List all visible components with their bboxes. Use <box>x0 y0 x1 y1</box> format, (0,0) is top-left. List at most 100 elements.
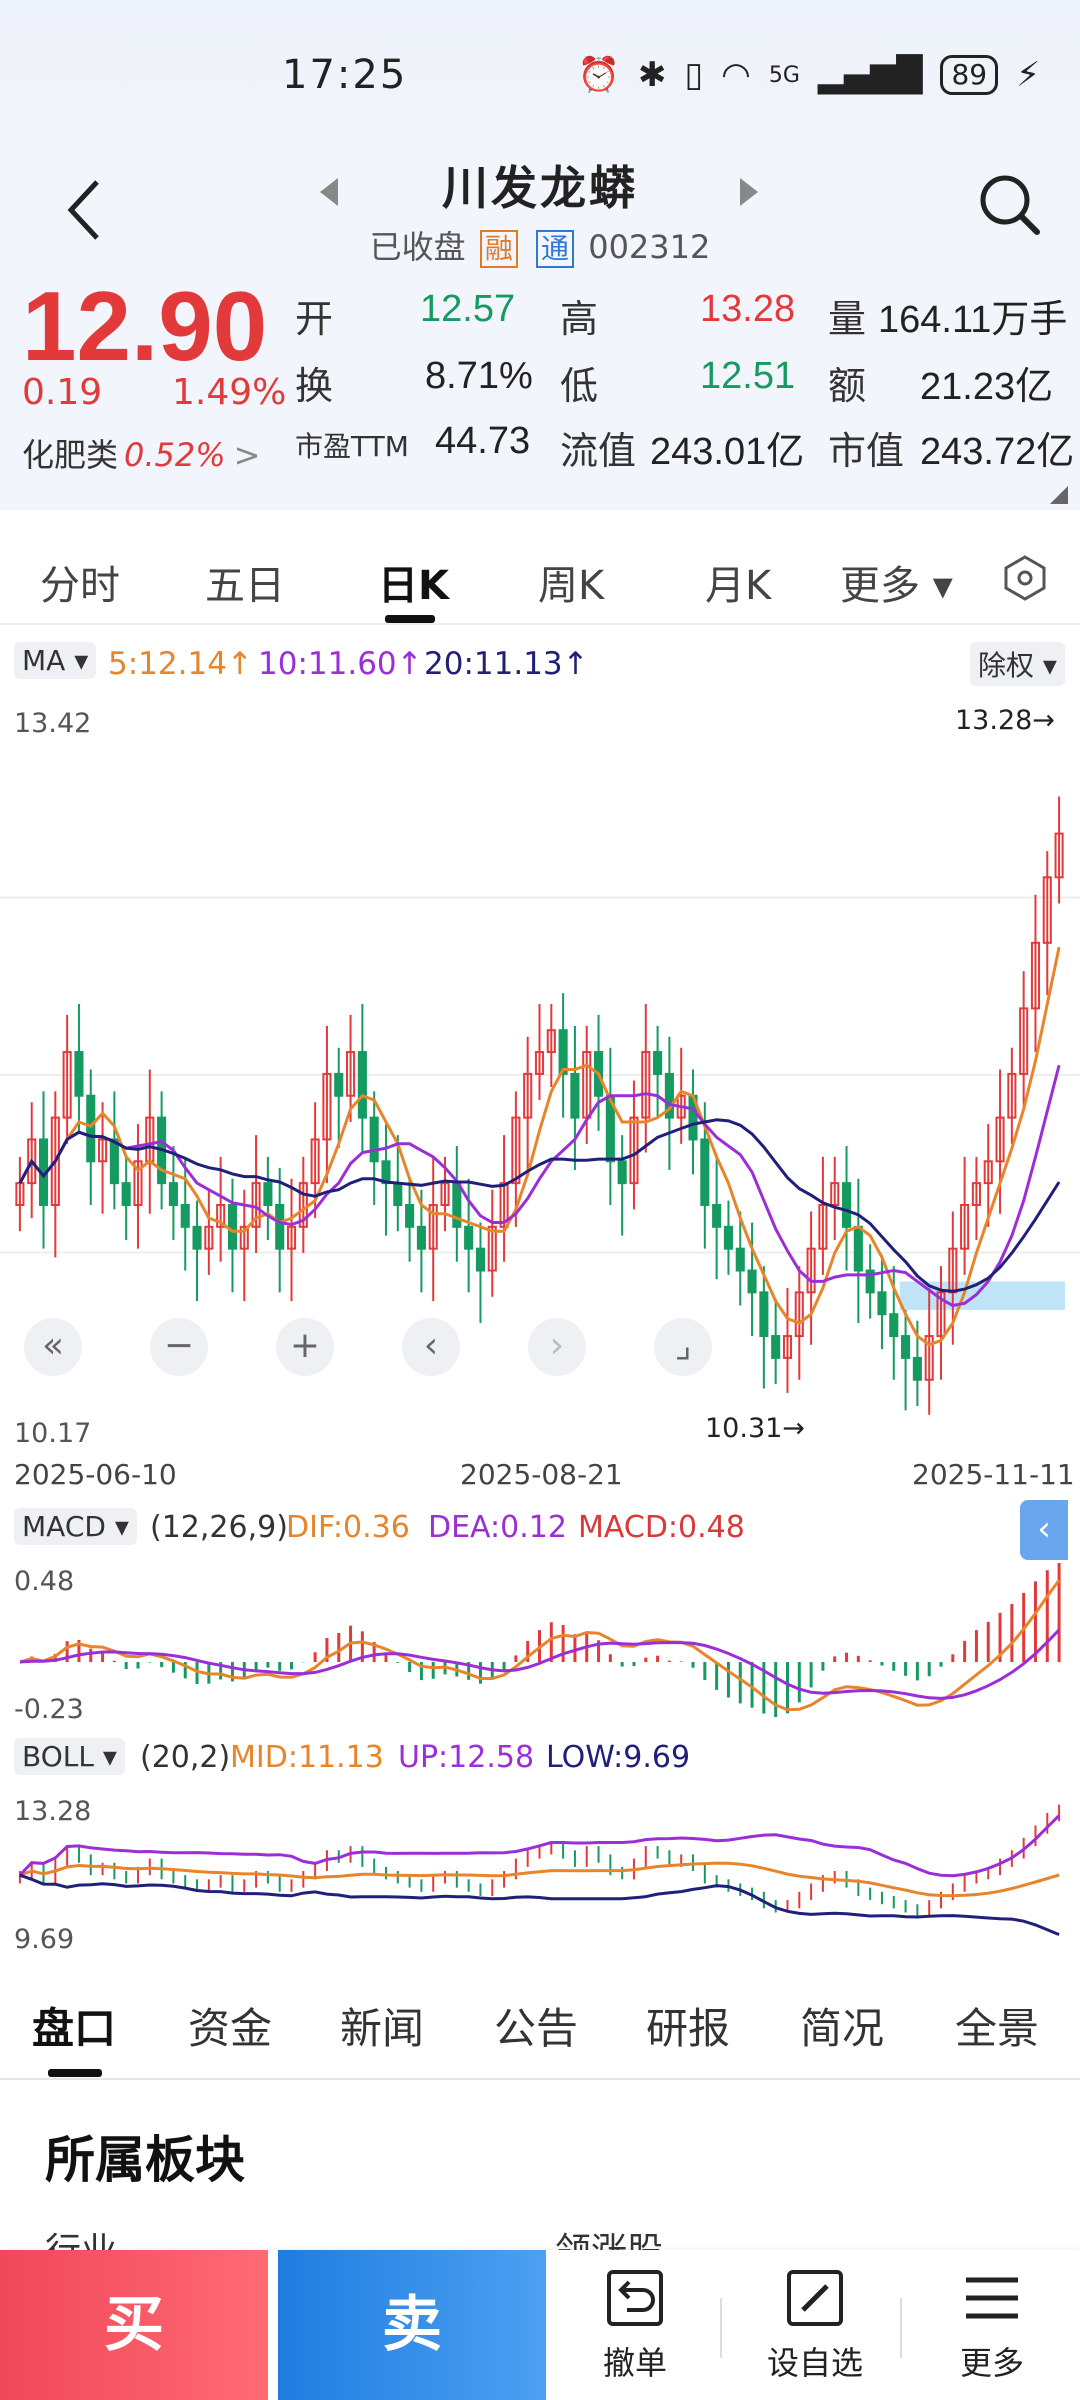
candle-body <box>1042 876 1052 944</box>
boll-selector[interactable]: BOLL ▾ <box>14 1738 125 1775</box>
candle-body <box>428 1203 438 1250</box>
charging-icon: ⚡ <box>1016 55 1040 95</box>
candle-body <box>369 1116 379 1163</box>
period-tabs: 分时 五日 日K 周K 月K 更多 ▾ <box>0 525 1080 625</box>
chevron-right-icon[interactable]: › <box>528 1318 586 1376</box>
settings-hexagon-icon[interactable] <box>1000 553 1050 603</box>
dif-line <box>19 1579 1061 1712</box>
zoom-out-icon[interactable]: − <box>150 1318 208 1376</box>
macd-axis-max: 0.48 <box>14 1566 75 1597</box>
tab-more[interactable]: 更多 ▾ <box>840 563 953 609</box>
candle-body <box>723 1225 733 1250</box>
boll-up-line <box>18 1814 1061 1878</box>
buy-button[interactable]: 买 <box>0 2250 268 2400</box>
tab-weekly-k[interactable]: 周K <box>538 563 605 609</box>
ma-legend: MA ▾ 5:12.14↑ 10:11.60↑ 20:11.13↑ 除权 ▾ <box>0 640 1080 690</box>
back-icon[interactable] <box>55 170 115 250</box>
volume-label: 量 <box>828 297 867 341</box>
candle-body <box>109 1138 119 1185</box>
macd-dif: DIF:0.36 <box>286 1510 410 1545</box>
rewind-icon[interactable]: « <box>24 1318 82 1376</box>
candle-body <box>794 1291 804 1338</box>
more-label: 更多 <box>959 2344 1024 2382</box>
market-status: 已收盘 <box>369 228 466 266</box>
fullscreen-icon[interactable]: ⌟ <box>654 1318 712 1376</box>
amount-value: 21.23亿 <box>920 366 1054 408</box>
connect-tag: 通 <box>536 230 575 268</box>
chevron-left-icon[interactable]: ‹ <box>402 1318 460 1376</box>
low-label: 低 <box>560 364 599 408</box>
more-button[interactable]: 更多 <box>922 2268 1062 2384</box>
macd-params: (12,26,9) <box>150 1510 288 1545</box>
add-watchlist-button[interactable]: 设自选 <box>745 2268 885 2384</box>
tab-overview[interactable]: 全景 <box>955 2004 1040 2053</box>
tab-monthly-k[interactable]: 月K <box>705 563 772 609</box>
candle-body <box>641 1051 651 1119</box>
candle-body <box>204 1225 214 1250</box>
tab-daily-k[interactable]: 日K <box>378 563 449 609</box>
sector-link[interactable]: 化肥类 0.52% > <box>22 430 260 476</box>
candle-body <box>27 1138 37 1185</box>
boll-chart[interactable] <box>0 1785 1080 1955</box>
candle-body <box>1007 1072 1017 1119</box>
price-change: 0.19 <box>22 372 103 413</box>
price-change-pct: 1.49% <box>172 372 287 413</box>
candle-body <box>523 1072 533 1119</box>
tab-news[interactable]: 新闻 <box>340 2004 425 2053</box>
adjust-selector[interactable]: 除权 ▾ <box>970 642 1065 686</box>
candle-body <box>771 1335 781 1359</box>
candle-body <box>62 1051 72 1119</box>
candle-body <box>818 1203 828 1250</box>
candle-body <box>322 1072 332 1141</box>
date-end: 2025-11-11 <box>912 1458 1075 1491</box>
adjust-label: 除权 <box>978 649 1035 682</box>
status-bar: 17:25 ⏰ ✱ ▯ ◠ 5G ▂▄▆█ 89 ⚡ <box>0 0 1080 150</box>
date-mid: 2025-08-21 <box>460 1458 623 1491</box>
candle-body <box>830 1182 840 1206</box>
search-icon[interactable] <box>975 170 1045 240</box>
float-cap-value: 243.01亿 <box>650 431 805 473</box>
expand-corner-icon[interactable] <box>1050 486 1068 504</box>
candle-body <box>98 1138 108 1163</box>
candle-body <box>180 1203 190 1228</box>
boll-low: LOW:9.69 <box>546 1740 691 1775</box>
ma-selector[interactable]: MA ▾ <box>14 642 97 679</box>
collapse-panel-icon[interactable]: ‹ <box>1020 1500 1068 1560</box>
next-stock-icon[interactable] <box>740 178 758 206</box>
candle-body <box>275 1203 285 1250</box>
candle-body <box>263 1182 273 1206</box>
macd-selector[interactable]: MACD ▾ <box>14 1508 137 1545</box>
candle-body <box>983 1160 993 1185</box>
volume-value: 164.11万手 <box>878 299 1068 341</box>
sell-button[interactable]: 卖 <box>278 2250 546 2400</box>
candle-body <box>405 1203 415 1228</box>
market-cap-label: 市值 <box>828 429 905 473</box>
cancel-order-button[interactable]: 撤单 <box>565 2268 705 2384</box>
macd-chart[interactable] <box>0 1555 1080 1735</box>
candle-body <box>558 1029 568 1075</box>
tab-profile[interactable]: 简况 <box>800 2004 885 2053</box>
candle-body <box>735 1247 745 1272</box>
wifi-icon: ◠ <box>721 55 751 95</box>
candle-body <box>960 1203 970 1250</box>
tab-funds[interactable]: 资金 <box>188 2004 273 2053</box>
tab-research[interactable]: 研报 <box>646 2004 731 2053</box>
candle-body <box>239 1225 249 1250</box>
candle-body <box>865 1269 875 1294</box>
tab-intraday[interactable]: 分时 <box>40 563 120 609</box>
ma10-value: 10:11.60↑ <box>258 646 423 682</box>
candle-body <box>877 1291 887 1316</box>
tab-announcements[interactable]: 公告 <box>494 2004 579 2053</box>
ma-chip-label: MA <box>22 644 66 677</box>
tab-five-day[interactable]: 五日 <box>205 563 285 609</box>
tab-order-book[interactable]: 盘口 <box>32 2004 117 2053</box>
macd-chip-label: MACD <box>22 1510 106 1543</box>
zoom-in-icon[interactable]: + <box>276 1318 334 1376</box>
candle-body <box>475 1247 485 1272</box>
ma10-line <box>18 1064 1061 1308</box>
prev-stock-icon[interactable] <box>320 178 338 206</box>
candle-body <box>15 1182 25 1206</box>
macd-legend: MACD ▾ (12,26,9) DIF:0.36 DEA:0.12 MACD:… <box>0 1508 1080 1556</box>
candlestick-chart[interactable] <box>0 690 1080 1450</box>
edit-icon <box>787 2270 843 2326</box>
